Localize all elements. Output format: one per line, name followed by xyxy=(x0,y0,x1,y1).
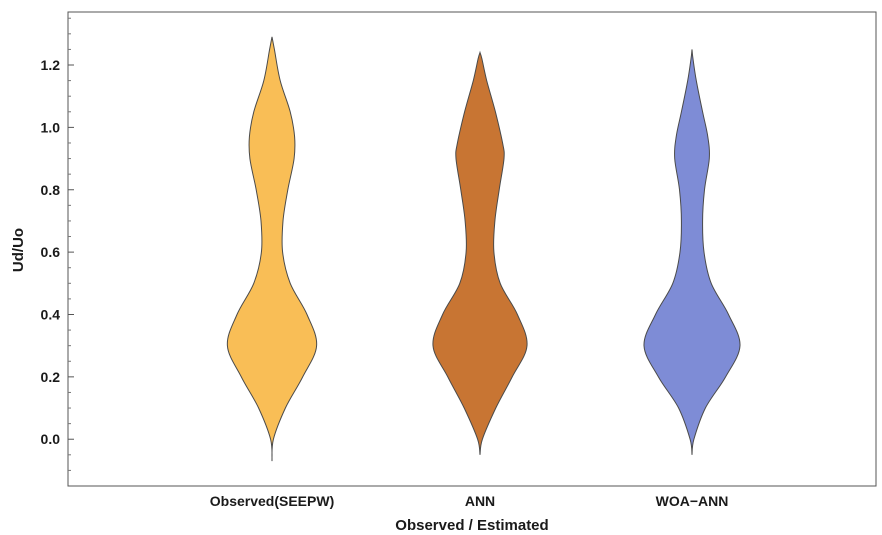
y-axis: 0.0 0.2 0.4 0.6 0.8 1.0 1.2 xyxy=(41,17,74,471)
y-tick-label: 0.0 xyxy=(41,431,61,447)
y-tick-label: 1.0 xyxy=(41,119,61,135)
y-tick-label: 0.6 xyxy=(41,244,61,260)
y-axis-title: Ud/Uo xyxy=(10,228,27,272)
x-tick-label: Observed(SEEPW) xyxy=(210,493,334,509)
x-axis-title: Observed / Estimated xyxy=(395,517,548,534)
x-tick-label: ANN xyxy=(465,493,495,509)
violin-3 xyxy=(643,49,741,455)
y-tick-label: 1.2 xyxy=(41,57,61,73)
x-axis: Observed(SEEPW) ANN WOA−ANN xyxy=(210,493,729,509)
y-tick-label: 0.4 xyxy=(41,306,61,322)
y-tick-label: 0.2 xyxy=(41,369,61,385)
violin-2 xyxy=(432,50,528,455)
x-tick-label: WOA−ANN xyxy=(656,493,729,509)
plot-frame xyxy=(67,11,877,487)
y-tick-label: 0.8 xyxy=(41,182,61,198)
violins xyxy=(226,36,741,462)
violin-1 xyxy=(226,36,318,462)
